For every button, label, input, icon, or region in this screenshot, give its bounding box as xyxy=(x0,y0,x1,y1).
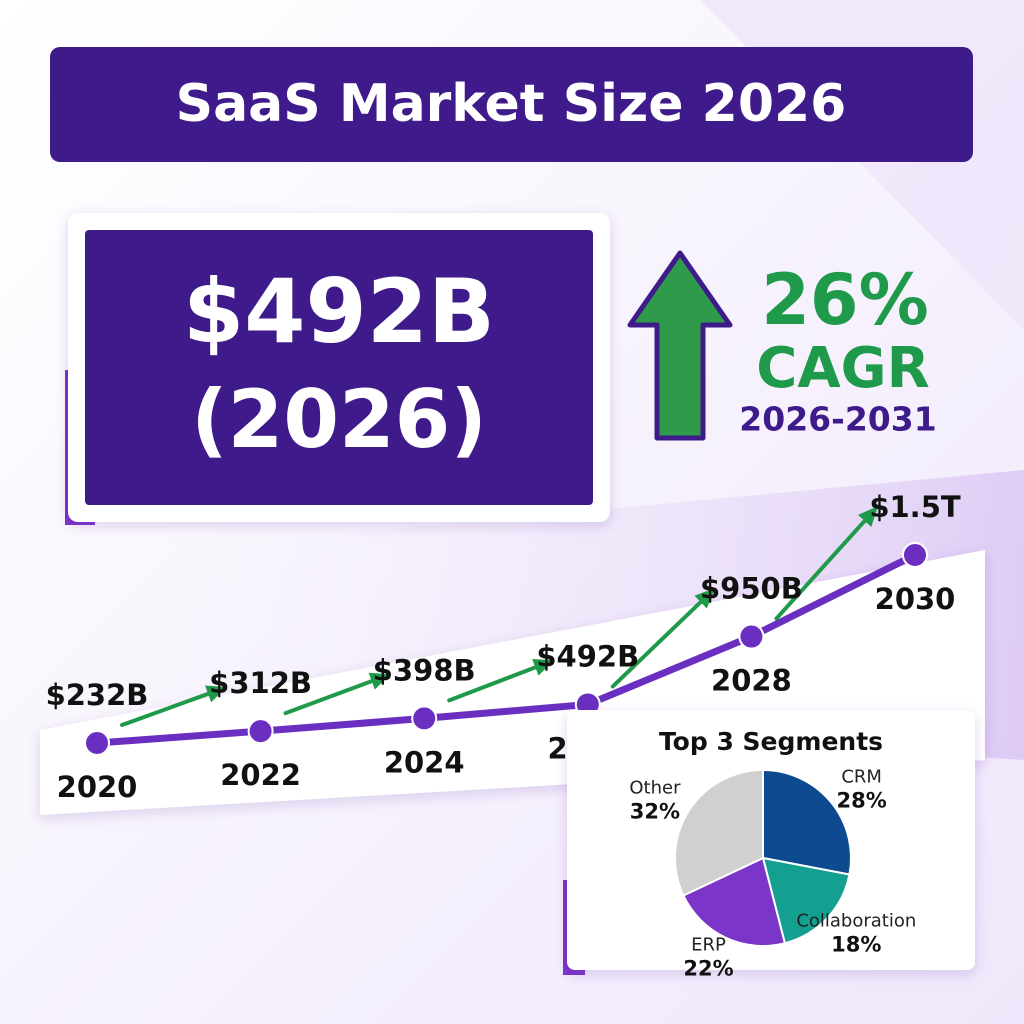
pie-value-label: 22% xyxy=(683,956,733,980)
value-label: $492B xyxy=(536,639,639,673)
trend-arrow-head xyxy=(858,506,879,527)
title: SaaS Market Size 2026 xyxy=(176,74,847,134)
title-banner xyxy=(50,47,973,162)
pie-label: Other xyxy=(629,778,681,799)
value-label: $312B xyxy=(209,666,312,700)
pie-label: Collaboration xyxy=(796,910,916,931)
trend-arrow-head xyxy=(532,658,555,676)
value-label: $1.5T xyxy=(869,490,961,524)
pie-value-label: 18% xyxy=(831,932,881,956)
pie-title: Top 3 Segments xyxy=(659,727,883,756)
pie-label: CRM xyxy=(841,767,882,788)
pie-value-label: 28% xyxy=(836,789,886,813)
pie-label: ERP xyxy=(691,934,726,955)
growth-rate: 26% xyxy=(761,259,929,341)
data-point xyxy=(84,730,110,756)
value-label: $398B xyxy=(373,653,476,687)
trend-arrow xyxy=(447,662,545,703)
trend-arrow-head xyxy=(368,672,391,690)
line-chart: $232B2020$312B2022$398B2024$492B2026$950… xyxy=(46,490,961,804)
headline-year: (2026) xyxy=(191,373,487,466)
trend-arrow xyxy=(283,676,382,716)
year-label: 2020 xyxy=(57,770,138,804)
trend-arrow xyxy=(610,594,709,689)
trend-line xyxy=(93,551,919,747)
growth-period: 2026-2031 xyxy=(739,400,936,439)
year-label: 2030 xyxy=(875,582,956,616)
growth-label: CAGR xyxy=(756,336,930,401)
pie-slice xyxy=(674,768,764,897)
data-point xyxy=(411,705,438,732)
data-point xyxy=(902,542,928,568)
data-point xyxy=(247,718,274,745)
headline-value: $492B xyxy=(183,260,495,363)
pie-slice xyxy=(761,856,851,945)
trend-arrow-head xyxy=(205,685,227,703)
growth-arrow xyxy=(627,250,733,441)
year-label: 2028 xyxy=(711,664,792,698)
year-label: 2022 xyxy=(220,758,301,792)
value-label: $950B xyxy=(700,572,803,606)
value-label: $232B xyxy=(46,678,149,712)
data-point xyxy=(738,623,765,650)
pie-value-label: 32% xyxy=(630,800,680,824)
year-label: 2024 xyxy=(384,745,465,779)
headline-box xyxy=(85,230,593,505)
trend-arrow xyxy=(774,513,872,621)
trend-arrow-head xyxy=(694,588,716,609)
trend-arrow xyxy=(120,689,218,727)
pie-slice xyxy=(762,768,852,876)
pie-slice xyxy=(682,856,787,947)
